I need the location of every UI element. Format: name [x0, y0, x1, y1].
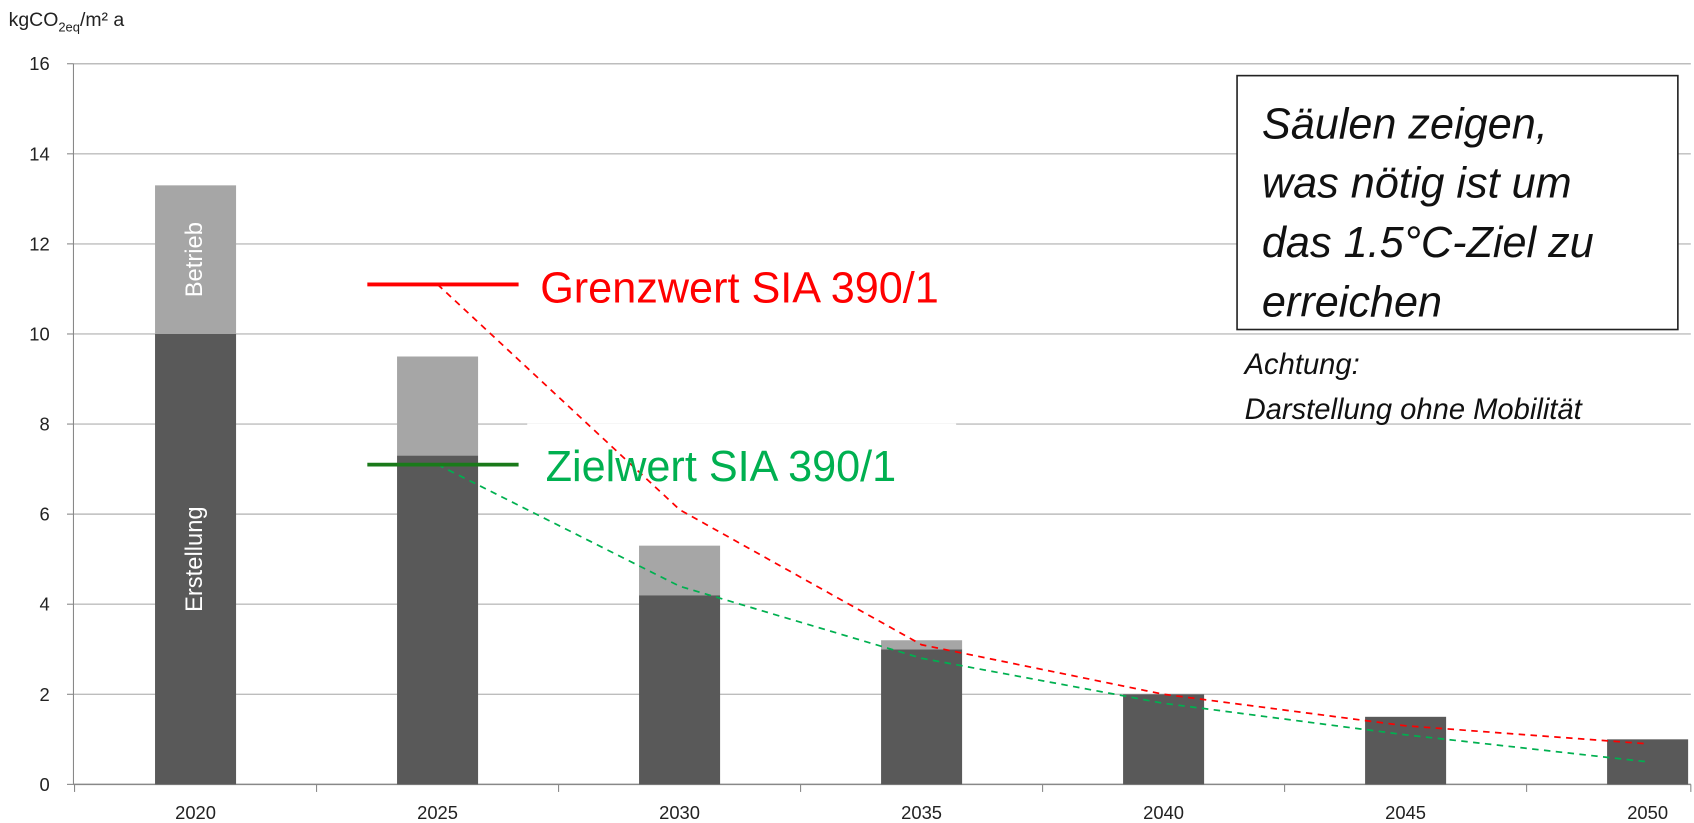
y-tick-label: 10	[29, 323, 49, 344]
x-tick-label: 2035	[901, 802, 942, 823]
bar-segment	[397, 356, 479, 456]
y-tick-label: 4	[39, 594, 49, 615]
annotation-line: erreichen	[1262, 279, 1442, 327]
annotation-line: das 1.5°C-Ziel zu	[1262, 219, 1594, 267]
series-label: Erstellung	[181, 506, 208, 612]
target-curve	[436, 283, 1648, 745]
bar-segment	[881, 649, 963, 785]
label-backing	[527, 423, 957, 508]
annotation-line: was nötig ist um	[1262, 160, 1572, 208]
x-tick-label: 2045	[1385, 802, 1426, 823]
x-tick-label: 2050	[1627, 802, 1668, 823]
bar-segment	[1365, 716, 1447, 785]
note-line: Darstellung ohne Mobilität	[1245, 394, 1584, 426]
target-label: Zielwert SIA 390/1	[546, 443, 897, 491]
bar-segment	[155, 333, 237, 785]
plot-area: kgCO2eq/m² a 0 2 4 6 8 10 12 14 16 2020 2025 2030 20…	[9, 9, 1692, 823]
note-line: Achtung:	[1243, 349, 1360, 381]
series-label: Betrieb	[181, 222, 208, 297]
bar-segment	[1123, 694, 1205, 785]
y-tick-label: 12	[29, 233, 49, 254]
bar-segment	[639, 545, 721, 596]
y-title-sub: 2eq	[58, 19, 80, 34]
y-tick-label: 6	[39, 504, 49, 525]
annotation-line: Säulen zeigen,	[1262, 100, 1548, 148]
y-tick-label: 14	[29, 143, 49, 164]
y-title-part: kgCO	[9, 9, 59, 31]
y-tick-label: 2	[39, 684, 49, 705]
y-tick-label: 0	[39, 774, 49, 795]
x-tick-label: 2025	[417, 802, 458, 823]
bar-segment	[155, 185, 237, 334]
y-tick-label: 16	[29, 53, 49, 74]
y-axis-title: kgCO2eq/m² a	[9, 9, 125, 34]
y-title-part: /m² a	[80, 9, 124, 31]
bar-segment	[1607, 739, 1689, 785]
x-tick-label: 2020	[175, 802, 216, 823]
target-label: Grenzwert SIA 390/1	[540, 265, 939, 313]
bar-segment	[639, 595, 721, 785]
y-tick-label: 8	[39, 414, 49, 435]
x-tick-label: 2040	[1143, 802, 1184, 823]
target-curve	[437, 463, 1648, 763]
bar-segment	[397, 455, 479, 785]
x-tick-label: 2030	[659, 802, 700, 823]
annotation-box	[1236, 74, 1679, 331]
